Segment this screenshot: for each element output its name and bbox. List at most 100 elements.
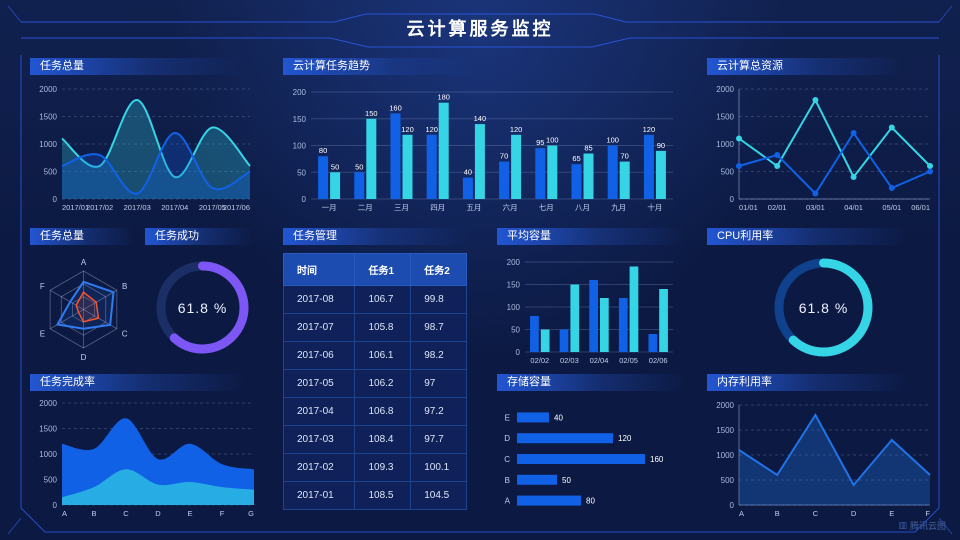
panel-title: 任务成功 — [145, 228, 252, 245]
table-cell: 105.8 — [354, 313, 412, 342]
panel-title: 任务管理 — [283, 228, 466, 245]
table-cell: 106.7 — [354, 285, 412, 314]
svg-text:95: 95 — [536, 138, 544, 147]
svg-text:02/04: 02/04 — [590, 356, 609, 365]
svg-text:100: 100 — [293, 142, 307, 151]
table-cell: 106.1 — [354, 341, 412, 370]
svg-text:180: 180 — [437, 93, 450, 102]
svg-text:140: 140 — [474, 114, 487, 123]
svg-text:2017/01: 2017/01 — [62, 203, 89, 212]
svg-text:120: 120 — [425, 125, 438, 134]
panel-title: 任务完成率 — [30, 374, 243, 391]
svg-text:02/03: 02/03 — [560, 356, 579, 365]
svg-text:02/02: 02/02 — [530, 356, 549, 365]
svg-text:0: 0 — [53, 195, 58, 204]
tencent-cloud-logo-icon: ▥ — [898, 520, 907, 530]
svg-text:B: B — [775, 509, 780, 518]
svg-text:A: A — [739, 509, 744, 518]
table-row: 2017-02 109.3 100.1 — [282, 453, 467, 482]
svg-text:01/01: 01/01 — [739, 203, 758, 212]
panel-title: 云计算任务趋势 — [283, 58, 481, 75]
task-success-gauge-chart — [145, 247, 260, 368]
page-title: 云计算服务监控 — [406, 19, 554, 39]
table-cell: 97 — [410, 369, 467, 398]
cloud-total-resources-chart: 0 500 1000 1500 2000 01/01 02/01 03/01 04/01 05/0… — [707, 77, 940, 215]
svg-text:2017/02: 2017/02 — [86, 203, 113, 212]
svg-text:100: 100 — [507, 303, 521, 312]
svg-text:160: 160 — [389, 103, 402, 112]
tasks-total-area-chart: 0 500 1000 1500 2000 2017/01 2017/02 2017/03 201… — [30, 77, 260, 215]
table-cell: 98.7 — [410, 313, 467, 342]
svg-text:F: F — [925, 509, 930, 518]
panel-memory-usage: 内存利用率 0 500 1000 1500 2000 A B C D E F — [707, 374, 940, 521]
svg-text:02/05: 02/05 — [619, 356, 638, 365]
svg-text:九月: 九月 — [611, 203, 626, 212]
svg-text:1000: 1000 — [39, 450, 57, 459]
svg-text:2000: 2000 — [39, 85, 57, 94]
table-cell: 108.5 — [354, 481, 412, 510]
svg-text:五月: 五月 — [466, 203, 481, 212]
svg-text:04/01: 04/01 — [844, 203, 863, 212]
svg-text:120: 120 — [618, 434, 632, 443]
table-row: 2017-04 106.8 97.2 — [282, 397, 467, 426]
table-cell: 100.1 — [410, 453, 467, 482]
table-cell: 106.2 — [354, 369, 412, 398]
svg-text:2017/05: 2017/05 — [199, 203, 226, 212]
svg-text:120: 120 — [510, 125, 523, 134]
table-cell: 2017-04 — [282, 397, 356, 426]
svg-text:150: 150 — [507, 281, 521, 290]
svg-text:C: C — [123, 509, 129, 518]
panel-title: 存储容量 — [497, 374, 682, 391]
table-row: 2017-01 108.5 104.5 — [282, 481, 467, 510]
svg-text:120: 120 — [643, 125, 656, 134]
panel-cloud-task-trend: 云计算任务趋势 0 50 100 150 200 一月 二月 三月 四月 五月 六月 七月 八月 九月 十月… — [283, 58, 683, 215]
svg-text:1500: 1500 — [39, 113, 57, 122]
table-header-row: 时间 任务1 任务2 — [282, 253, 467, 286]
svg-text:40: 40 — [464, 168, 472, 177]
panel-task-success: 任务成功 61.8 % — [145, 228, 260, 368]
table-row: 2017-08 106.7 99.8 — [282, 285, 467, 314]
table-cell: 2017-01 — [282, 481, 356, 510]
svg-text:100: 100 — [606, 136, 619, 145]
svg-text:500: 500 — [721, 476, 735, 485]
cloud-task-trend-chart: 0 50 100 150 200 一月 二月 三月 四月 五月 六月 七月 八月 九月 十月 80 50 160 1… — [283, 77, 683, 215]
panel-title: 任务总量 — [30, 228, 133, 245]
svg-text:1500: 1500 — [39, 425, 57, 434]
svg-text:E: E — [40, 329, 45, 338]
svg-text:2017/03: 2017/03 — [124, 203, 151, 212]
svg-text:G: G — [248, 509, 254, 518]
svg-text:D: D — [851, 509, 857, 518]
table-cell: 99.8 — [410, 285, 467, 314]
svg-text:八月: 八月 — [575, 203, 590, 212]
svg-text:1000: 1000 — [39, 140, 57, 149]
svg-text:1000: 1000 — [716, 451, 734, 460]
svg-text:02/01: 02/01 — [768, 203, 787, 212]
svg-text:1500: 1500 — [716, 426, 734, 435]
table-cell: 98.2 — [410, 341, 467, 370]
avg-capacity-chart: 0 50 100 150 200 02/02 02/03 02/04 02/05 02/06 — [497, 247, 683, 368]
table-cell: 2017-08 — [282, 285, 356, 314]
svg-text:200: 200 — [507, 258, 521, 267]
svg-text:2000: 2000 — [39, 399, 57, 408]
svg-text:80: 80 — [319, 146, 327, 155]
table-row: 2017-06 106.1 98.2 — [282, 341, 467, 370]
svg-text:150: 150 — [293, 115, 307, 124]
svg-text:A: A — [505, 497, 511, 506]
svg-text:500: 500 — [44, 168, 58, 177]
table-header-cell: 任务2 — [410, 253, 467, 286]
svg-text:160: 160 — [650, 455, 664, 464]
svg-text:85: 85 — [584, 144, 592, 153]
panel-tasks-total: 任务总量 0 500 1000 1500 2000 2017/01 2017/02 2017/… — [30, 58, 260, 215]
cpu-gauge-chart — [707, 247, 940, 368]
task-completion-chart: 0 500 1000 1500 2000 A B C D E F G — [30, 393, 260, 521]
svg-text:D: D — [155, 509, 161, 518]
table-cell: 97.7 — [410, 425, 467, 454]
svg-text:A: A — [81, 258, 87, 267]
storage-capacity-chart: E 40 D 120 C 160 B 50 A 80 — [497, 393, 683, 521]
panel-title: 内存利用率 — [707, 374, 904, 391]
panel-title: CPU利用率 — [707, 228, 904, 245]
table-cell: 106.8 — [354, 397, 412, 426]
cpu-usage-value: 61.8 % — [798, 299, 849, 316]
svg-text:E: E — [187, 509, 192, 518]
svg-text:六月: 六月 — [503, 202, 518, 212]
